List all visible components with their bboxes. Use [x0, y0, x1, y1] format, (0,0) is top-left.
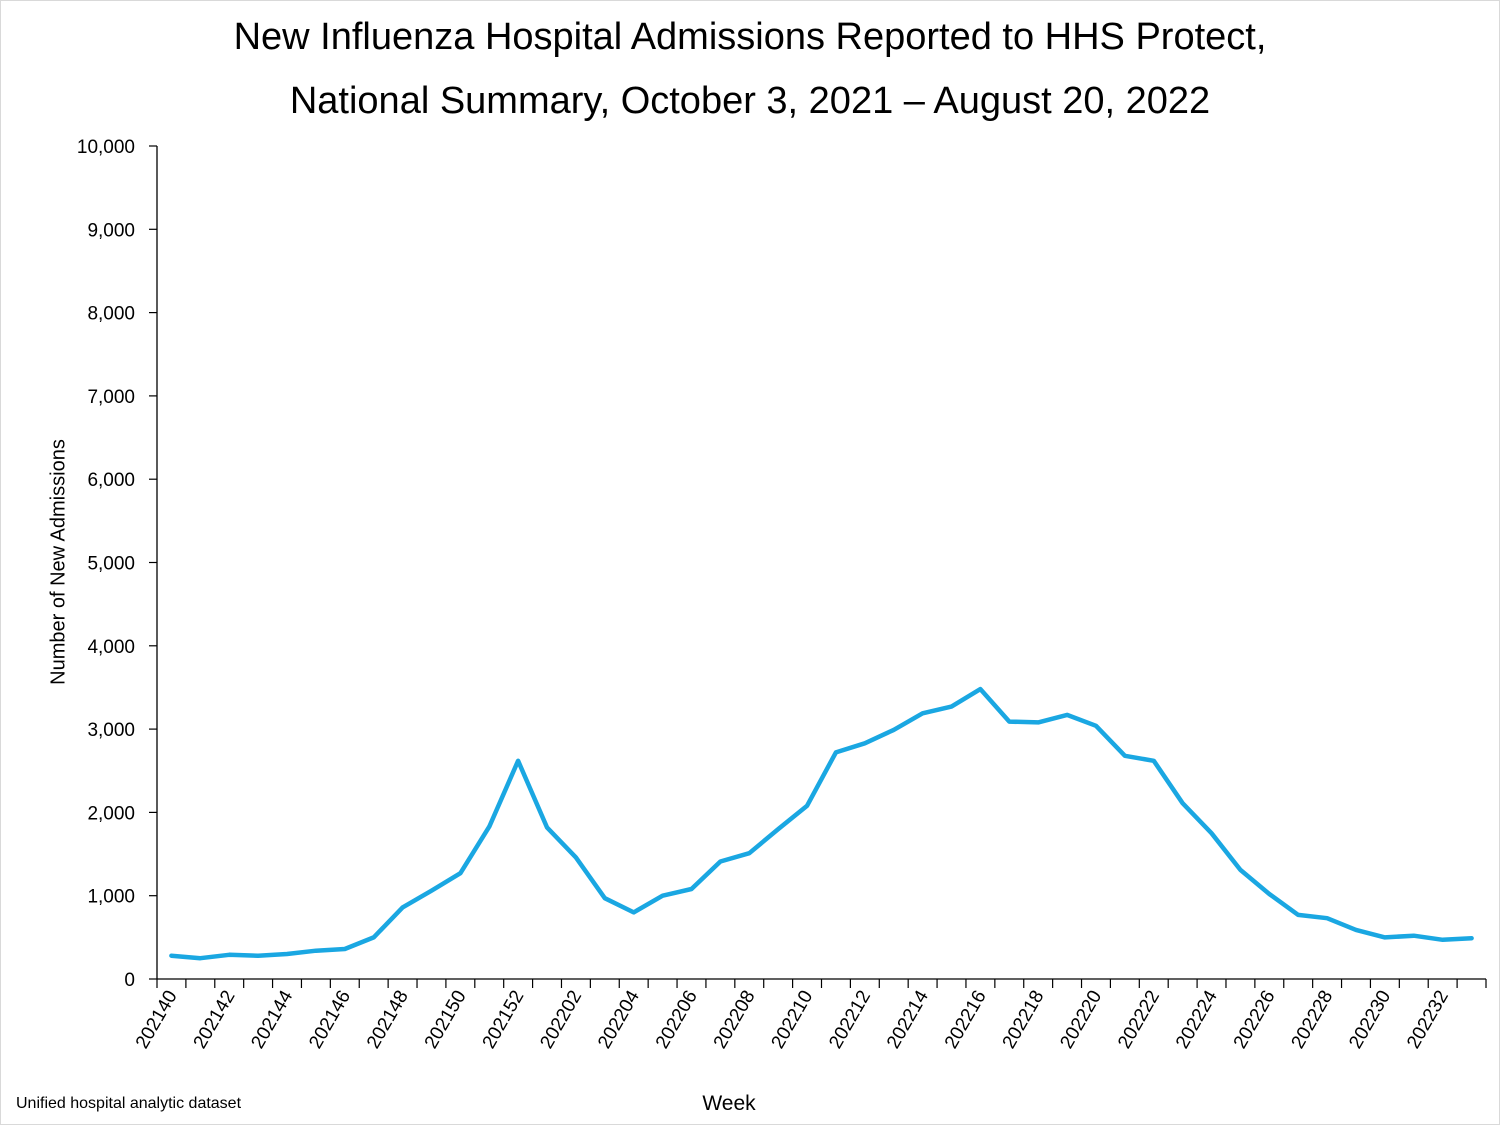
x-tick-label: 202148: [363, 987, 413, 1052]
x-tick-label: 202218: [999, 987, 1049, 1052]
x-tick-label: 202144: [247, 987, 297, 1053]
x-tick-label: 202216: [941, 987, 991, 1052]
x-tick-label: 202220: [1056, 987, 1106, 1052]
x-tick-label: 202210: [767, 987, 817, 1052]
x-tick-label: 202208: [710, 987, 760, 1052]
y-tick-label: 5,000: [87, 554, 135, 575]
x-tick-label: 202226: [1230, 987, 1280, 1052]
axes: [156, 146, 1486, 980]
series-line: [169, 686, 1474, 961]
series-layer: [169, 686, 1474, 961]
y-tick-label: 0: [124, 970, 135, 991]
x-tick-label: 202228: [1288, 987, 1338, 1052]
x-tick-label: 202212: [825, 987, 875, 1052]
y-tick-label: 3,000: [87, 720, 135, 741]
source-note: Unified hospital analytic dataset: [16, 1095, 242, 1112]
x-tick-label: 202202: [536, 987, 586, 1052]
chart-title-line-1: New Influenza Hospital Admissions Report…: [233, 16, 1267, 58]
chart-title-line-2: National Summary, October 3, 2021 – Augu…: [289, 80, 1211, 122]
x-tick-label: 202214: [883, 987, 933, 1053]
x-tick-label: 202204: [594, 987, 644, 1053]
y-tick-label: 4,000: [87, 637, 135, 658]
y-tick-label: 10,000: [77, 137, 135, 158]
y-tick-label: 6,000: [87, 470, 135, 491]
x-tick-label: 202152: [479, 987, 529, 1052]
x-tick-label: 202142: [190, 987, 240, 1052]
x-ticks: 202140 202142 202144 202146 202148 202150 2021…: [132, 979, 1487, 1053]
y-tick-label: 1,000: [87, 887, 135, 908]
x-axis-label: Week: [702, 1092, 756, 1115]
x-tick-label: 202206: [652, 987, 702, 1052]
x-tick-label: 202232: [1403, 987, 1453, 1052]
y-tick-label: 7,000: [87, 387, 135, 408]
x-tick-label: 202222: [1114, 987, 1164, 1052]
y-ticks: 0 1,000 2,000 3,000 4,000 5,000 6,000 7,000 8,00…: [77, 137, 157, 991]
x-tick-label: 202224: [1172, 987, 1222, 1053]
y-tick-label: 8,000: [87, 304, 135, 325]
x-tick-label: 202150: [421, 987, 471, 1052]
x-tick-label: 202140: [132, 987, 182, 1052]
y-tick-label: 9,000: [87, 220, 135, 241]
x-tick-label: 202230: [1345, 987, 1395, 1052]
y-tick-label: 2,000: [87, 803, 135, 824]
x-tick-label: 202146: [305, 987, 355, 1052]
